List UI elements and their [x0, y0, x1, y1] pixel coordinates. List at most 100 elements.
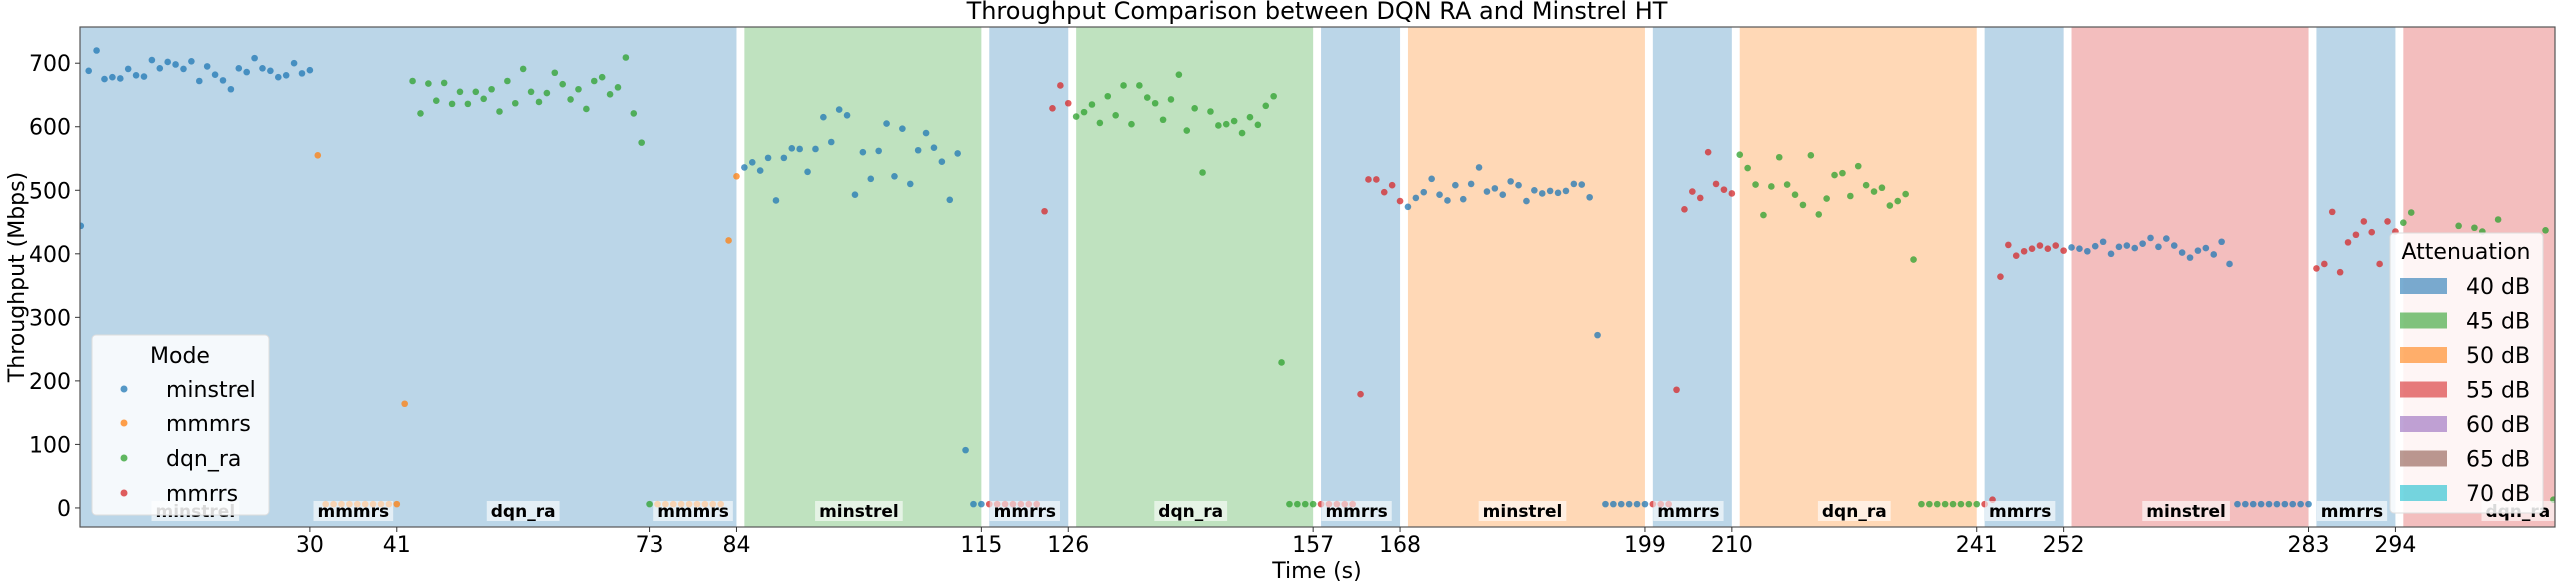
mode-label-box: [486, 501, 560, 521]
attenuation-band-1: [744, 27, 982, 527]
x-tick-label: 115: [960, 533, 1002, 558]
point-minstrel: [124, 65, 132, 73]
point-mmrrs: [1057, 82, 1064, 89]
mode-label-text: dqn_ra: [491, 502, 556, 522]
point-dqn_ra: [1775, 153, 1783, 161]
point-dqn_ra: [1949, 500, 1957, 508]
point-dqn_ra: [1238, 129, 1246, 137]
point-mmrrs: [2368, 228, 2376, 236]
point-dqn_ra: [1278, 359, 1285, 366]
point-minstrel: [282, 71, 290, 79]
point-mmmrs: [393, 500, 401, 508]
legend-label-minstrel: minstrel: [166, 378, 256, 403]
point-minstrel: [954, 150, 961, 157]
point-minstrel: [891, 173, 898, 180]
point-dqn_ra: [1088, 101, 1096, 108]
point-minstrel: [172, 61, 179, 68]
point-minstrel: [899, 125, 906, 132]
legend-label-attenuation: 50 dB: [2466, 344, 2530, 369]
point-dqn_ra: [480, 95, 487, 103]
point-minstrel: [978, 500, 985, 508]
point-minstrel: [2234, 500, 2241, 508]
mode-labels: minstrel mmmrs dqn_ra mmmrs minstrel mmrrs dqn…: [151, 501, 2555, 522]
mode-label-text: mmmrs: [318, 502, 390, 522]
point-minstrel: [2218, 238, 2225, 246]
point-dqn_ra: [2542, 227, 2549, 234]
x-tick-label: 199: [1624, 533, 1666, 558]
point-mmrrs: [2352, 231, 2360, 239]
y-tick-label: 600: [29, 116, 71, 141]
point-dqn_ra: [1191, 105, 1198, 112]
point-minstrel: [1475, 164, 1483, 171]
point-minstrel: [938, 158, 946, 165]
point-mmrrs: [1997, 273, 2004, 280]
point-minstrel: [2099, 238, 2107, 246]
point-minstrel: [1499, 191, 1507, 199]
point-minstrel: [906, 180, 914, 188]
point-minstrel: [1444, 197, 1451, 204]
point-minstrel: [2257, 500, 2265, 508]
point-dqn_ra: [1286, 500, 1293, 508]
point-dqn_ra: [1294, 500, 1301, 508]
point-minstrel: [85, 67, 92, 75]
mode-label: mmrrs: [1653, 501, 1724, 522]
point-minstrel: [1507, 178, 1514, 185]
point-dqn_ra: [1760, 211, 1767, 219]
point-dqn_ra: [1128, 120, 1135, 128]
point-mmrrs: [2336, 268, 2344, 276]
point-dqn_ra: [511, 99, 519, 107]
point-dqn_ra: [1159, 116, 1167, 124]
legend-label-attenuation: 40 dB: [2466, 275, 2530, 300]
point-minstrel: [2178, 249, 2186, 256]
legend-marker-mmrrs: [120, 489, 128, 497]
mode-label: minstrel: [1478, 501, 1567, 522]
point-mmrrs: [2321, 260, 2328, 268]
point-minstrel: [306, 66, 314, 74]
point-mmrrs: [1704, 148, 1712, 156]
point-mmrrs: [2036, 242, 2044, 249]
point-minstrel: [2115, 243, 2123, 251]
mode-label: dqn_ra: [486, 501, 560, 522]
point-minstrel: [812, 145, 819, 153]
point-minstrel: [2091, 242, 2099, 250]
attenuation-band-4: [1321, 27, 1401, 527]
point-minstrel: [140, 73, 148, 80]
mode-label-text: dqn_ra: [1158, 502, 1223, 522]
mode-label-text: minstrel: [2146, 502, 2226, 522]
attenuation-band-7: [1739, 27, 1977, 527]
point-dqn_ra: [1120, 82, 1127, 89]
point-dqn_ra: [1167, 96, 1175, 103]
point-minstrel: [290, 59, 298, 67]
point-minstrel: [780, 154, 788, 162]
point-minstrel: [930, 144, 938, 152]
point-dqn_ra: [1965, 500, 1973, 508]
point-dqn_ra: [432, 97, 440, 104]
point-minstrel: [2147, 234, 2154, 242]
attenuation-band-9: [2071, 27, 2309, 527]
point-minstrel: [835, 106, 843, 113]
mode-label: mmrrs: [989, 501, 1060, 522]
point-dqn_ra: [488, 85, 495, 93]
point-minstrel: [101, 75, 108, 83]
attenuation-band-5: [1407, 27, 1645, 527]
point-dqn_ra: [1080, 108, 1088, 116]
point-dqn_ra: [1736, 151, 1744, 159]
point-minstrel: [843, 112, 851, 119]
point-minstrel: [148, 56, 156, 64]
plot-frame: [79, 26, 2556, 528]
attenuation-band-3: [1076, 27, 1314, 527]
point-minstrel: [195, 77, 203, 85]
point-minstrel: [2084, 247, 2091, 255]
point-minstrel: [804, 168, 811, 176]
point-mmrrs: [1728, 190, 1736, 197]
legend-patch-50-dB: [2400, 347, 2447, 363]
point-mmrrs: [2328, 208, 2336, 216]
x-tick-label: 41: [383, 533, 411, 558]
point-minstrel: [1554, 189, 1562, 197]
point-dqn_ra: [590, 77, 598, 85]
point-minstrel: [820, 113, 827, 121]
point-mmrrs: [1388, 181, 1396, 189]
point-minstrel: [1578, 181, 1586, 188]
legend-attenuation-box: [2389, 232, 2544, 514]
point-dqn_ra: [1902, 190, 1909, 198]
